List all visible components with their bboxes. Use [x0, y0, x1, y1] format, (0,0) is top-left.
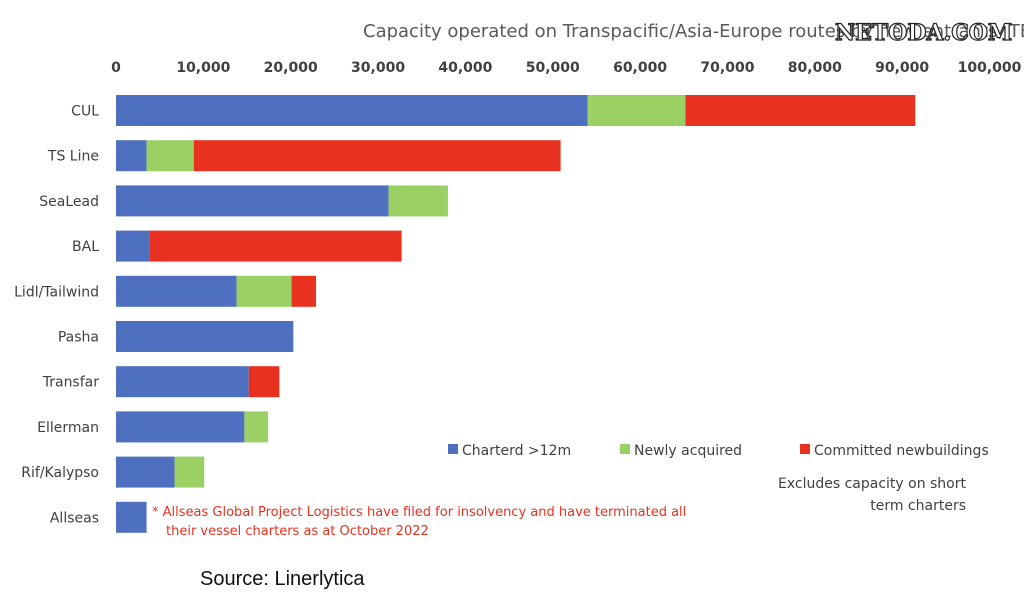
footnote-line-2: their vessel charters as at October 2022 — [166, 524, 429, 539]
bar-segment — [116, 185, 389, 217]
category-label: CUL — [71, 104, 99, 120]
bar-segment — [149, 230, 402, 262]
legend-label-newly-acquired: Newly acquired — [634, 443, 742, 459]
bar-segment — [174, 456, 205, 488]
category-labels: CUL TS Line SeaLead BAL Lidl/Tailwind Pasha Tr… — [14, 104, 99, 527]
legend-swatch-committed-newbuildings — [800, 444, 810, 454]
x-axis-ticks: 0 10,000 20,000 30,000 40,000 50,000 60,000 70,… — [111, 60, 1022, 76]
bar-segment — [244, 411, 268, 443]
bar-segment — [193, 140, 561, 172]
category-label: Rif/Kalypso — [21, 465, 99, 481]
x-tick-label: 10,000 — [176, 60, 230, 76]
x-tick-label: 30,000 — [351, 60, 405, 76]
x-tick-label: 80,000 — [788, 60, 842, 76]
bar-segment — [685, 95, 916, 126]
bar-segment — [587, 95, 686, 126]
bar-segment — [116, 140, 147, 172]
x-tick-label: 70,000 — [700, 60, 754, 76]
x-tick-label: 50,000 — [526, 60, 580, 76]
bar-segment — [248, 366, 280, 398]
bar-segment — [116, 321, 294, 352]
category-label: SeaLead — [39, 194, 99, 210]
source-text: Source: Linerlytica — [200, 568, 365, 590]
chart-title: Capacity operated on Transpacific/Asia-E… — [363, 21, 1024, 42]
bar-segment — [116, 95, 588, 126]
category-label: Pasha — [58, 330, 99, 346]
x-tick-label: 40,000 — [438, 60, 492, 76]
category-label: Lidl/Tailwind — [14, 284, 99, 300]
bar-segment — [116, 501, 147, 533]
note-line-1: Excludes capacity on short — [778, 476, 967, 492]
footnote-line-1: * Allseas Global Project Logistics have … — [152, 505, 686, 520]
legend-label-committed-newbuildings: Committed newbuildings — [814, 443, 989, 459]
x-tick-label: 60,000 — [613, 60, 667, 76]
bar-segment — [236, 275, 292, 307]
bar-segment — [291, 275, 317, 307]
x-tick-label: 0 — [111, 60, 121, 76]
legend-label-charterd: Charterd >12m — [462, 443, 571, 459]
note-line-2: term charters — [870, 498, 966, 514]
legend-swatch-newly-acquired — [620, 444, 630, 454]
category-label: BAL — [72, 239, 99, 255]
x-tick-label: 20,000 — [264, 60, 318, 76]
bar-segment — [116, 366, 249, 398]
bar-segment — [116, 456, 175, 488]
legend: Charterd >12m Newly acquired Committed n… — [448, 443, 989, 459]
bar-segment — [146, 140, 194, 172]
bars — [116, 95, 916, 533]
watermark-logo: NETODA.COM — [835, 20, 1012, 46]
category-label: Ellerman — [37, 420, 99, 436]
bar-segment — [116, 230, 150, 262]
bar-segment — [116, 411, 245, 443]
x-tick-label: 90,000 — [875, 60, 929, 76]
x-tick-label: 100,000 — [958, 60, 1022, 76]
category-label: Allseas — [50, 510, 99, 526]
category-label: TS Line — [47, 149, 99, 165]
category-label: Transfar — [42, 375, 100, 391]
legend-swatch-charterd — [448, 444, 458, 454]
bar-segment — [388, 185, 448, 217]
bar-segment — [116, 275, 237, 307]
